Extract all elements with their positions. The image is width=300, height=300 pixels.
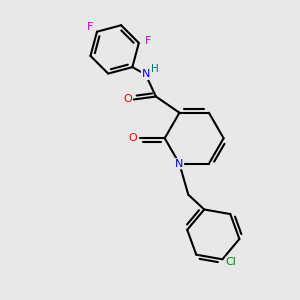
Text: N: N: [175, 159, 184, 169]
Text: N: N: [141, 69, 150, 80]
Text: Cl: Cl: [226, 257, 237, 267]
Text: O: O: [129, 133, 138, 143]
Text: O: O: [123, 94, 132, 104]
Text: F: F: [86, 22, 93, 32]
Text: F: F: [145, 37, 151, 46]
Text: H: H: [151, 64, 159, 74]
